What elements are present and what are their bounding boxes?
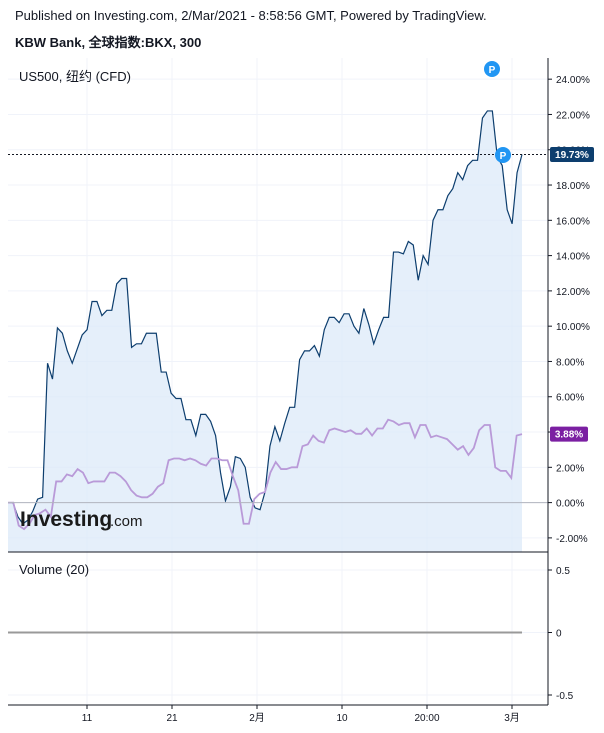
y-tick-label: 14.00% [556, 252, 590, 263]
svg-text:3.88%: 3.88% [555, 430, 583, 441]
y-tick-label: 12.00% [556, 287, 590, 298]
marker-icon[interactable]: P [484, 61, 500, 77]
series-line-us500 [8, 418, 523, 531]
x-tick-label: 3月 [504, 712, 520, 724]
x-tick-label: 11 [82, 713, 93, 724]
y-tick-label: -2.00% [556, 534, 588, 545]
svg-text:P: P [489, 65, 496, 76]
y-axis: 24.00%22.00%20.00%18.00%16.00%14.00%12.0… [548, 75, 590, 545]
y-tick-label: 22.00% [556, 110, 590, 121]
x-tick-label: 2月 [249, 712, 265, 724]
compare-symbol-legend[interactable]: US500, 纽约 (CFD) [19, 69, 131, 84]
volume-legend[interactable]: Volume (20) [19, 562, 90, 577]
published-line: Published on Investing.com, 2/Mar/2021 -… [15, 8, 487, 23]
volume-tick-label: 0 [556, 629, 562, 640]
y-tick-label: 16.00% [556, 216, 590, 227]
chart-title: KBW Bank, 全球指数:BKX, 300 [15, 35, 202, 50]
y-tick-label: 6.00% [556, 393, 584, 404]
volume-axis: 0.5 0 -0.5 [548, 566, 574, 702]
y-tick-label: 18.00% [556, 181, 590, 192]
compare-price-badge: 3.88% [550, 426, 588, 442]
volume-tick-label: 0.5 [556, 566, 570, 577]
x-tick-label: 20:00 [414, 713, 439, 724]
y-tick-label: 2.00% [556, 463, 584, 474]
y-tick-label: 8.00% [556, 357, 584, 368]
x-tick-label: 21 [166, 713, 178, 724]
area-fill [8, 110, 522, 552]
marker-icon[interactable]: P [495, 147, 511, 163]
volume-tick-label: -0.5 [556, 691, 574, 702]
y-tick-label: 10.00% [556, 322, 590, 333]
investing-watermark: Investing .com [20, 508, 143, 531]
svg-text:P: P [500, 151, 507, 162]
last-price-badge: 19.73% [550, 147, 594, 163]
y-tick-label: 24.00% [556, 75, 590, 86]
x-axis: 11 21 2月 10 20:00 3月 [82, 705, 520, 724]
x-tick-label: 10 [336, 713, 348, 724]
svg-text:19.73%: 19.73% [555, 150, 589, 161]
svg-text:.com: .com [110, 513, 143, 530]
y-tick-label: 0.00% [556, 499, 584, 510]
svg-text:Investing: Investing [20, 508, 112, 531]
